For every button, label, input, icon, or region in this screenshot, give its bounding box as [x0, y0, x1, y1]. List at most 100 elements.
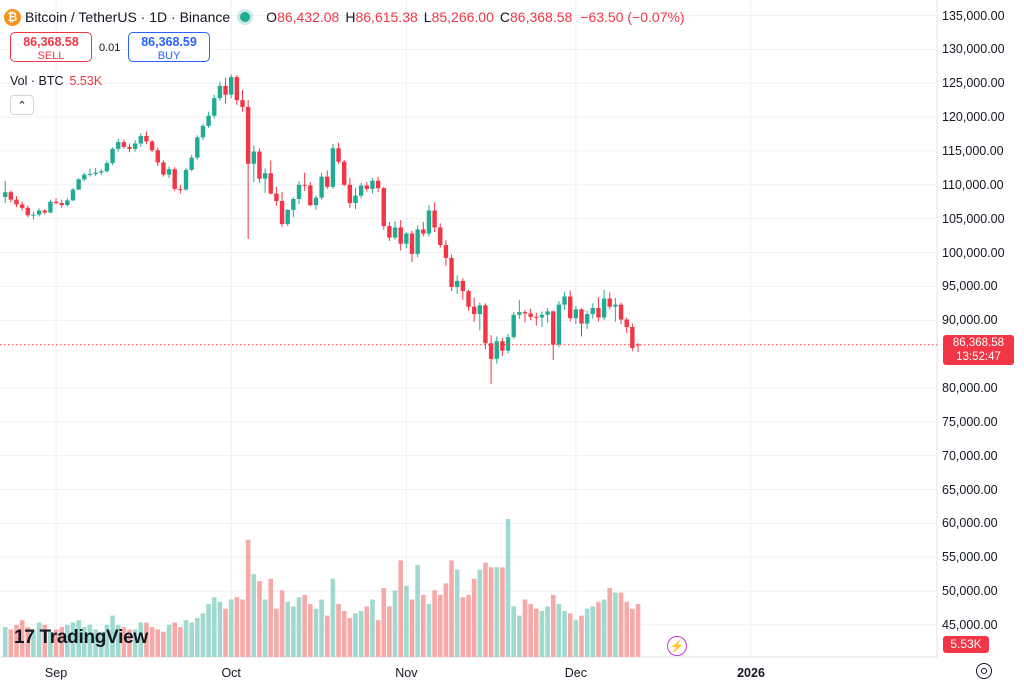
price-axis-label: 100,000.00: [942, 245, 1005, 260]
price-axis-label: 130,000.00: [942, 42, 1005, 57]
volume-bar: [189, 622, 194, 657]
candle-body: [358, 185, 364, 196]
candle-body: [568, 296, 573, 319]
volume-bar: [437, 594, 443, 657]
candle-body: [166, 169, 172, 175]
candle-body: [455, 280, 460, 288]
volume-bar: [567, 613, 573, 657]
price-axis-label: 55,000.00: [942, 550, 998, 565]
candle-body: [494, 341, 499, 359]
candlesticks[interactable]: [3, 74, 641, 384]
candle-body: [138, 136, 143, 144]
sell-button[interactable]: 86,368.58 SELL: [10, 32, 92, 62]
time-axis-label: Oct: [221, 666, 241, 680]
low-value: 85,266.00: [431, 9, 494, 25]
open-key: O: [266, 9, 278, 25]
candle-body: [375, 180, 381, 189]
volume-bar: [166, 624, 172, 657]
candle-body: [8, 192, 14, 200]
candle-body: [443, 245, 449, 258]
price-axis-label: 120,000.00: [942, 110, 1005, 125]
candle-body: [178, 188, 183, 190]
candle-body: [398, 227, 403, 244]
candle-body: [381, 188, 386, 227]
price-axis-label: 125,000.00: [942, 76, 1005, 91]
close-value: 86,368.58: [510, 9, 573, 25]
volume-bar: [466, 594, 471, 657]
candle-body: [76, 179, 81, 190]
candle-body: [613, 304, 618, 307]
candle-body: [279, 201, 285, 225]
candle-body: [460, 280, 466, 292]
candle-body: [308, 185, 313, 206]
candle-body: [624, 319, 629, 327]
settings-icon[interactable]: [976, 663, 992, 679]
chevron-up-icon: ⌃: [17, 99, 27, 112]
last-price-tag: 86,368.58 13:52:47: [943, 335, 1014, 365]
candle-body: [291, 199, 296, 210]
volume-bar: [70, 622, 76, 657]
volume-bar: [550, 594, 556, 657]
volume-bar: [522, 599, 528, 657]
volume-bar: [494, 567, 500, 657]
volume-bar: [409, 599, 415, 657]
volume-bar: [53, 629, 59, 657]
volume-bar: [381, 588, 387, 657]
volume-bar: [161, 631, 166, 657]
volume-bar: [296, 597, 302, 657]
candle-body: [488, 343, 494, 359]
candle-body: [545, 311, 550, 315]
lightning-icon[interactable]: ⚡: [667, 636, 687, 656]
volume-bar: [127, 629, 132, 657]
volume-bar: [500, 567, 505, 657]
market-status-icon[interactable]: [240, 12, 251, 22]
candle-body: [471, 306, 477, 315]
volume-bar: [211, 597, 217, 657]
symbol-title[interactable]: Bitcoin / TetherUS · 1D · Binance: [25, 9, 231, 25]
volume-bar: [539, 611, 545, 657]
volume-legend[interactable]: Vol · BTC 5.53K: [10, 74, 102, 88]
price-axis-label: 45,000.00: [942, 617, 998, 632]
candle-body: [573, 309, 579, 319]
open-value: 86,432.08: [277, 9, 340, 25]
volume-bar: [104, 624, 110, 657]
symbol-legend[interactable]: ₿ Bitcoin / TetherUS · 1D · Binance O 86,…: [4, 7, 685, 27]
volume-bar: [601, 599, 607, 657]
volume-bar: [421, 594, 426, 657]
volume-bar: [505, 519, 511, 657]
candle-body: [347, 184, 353, 204]
candle-body: [330, 148, 336, 187]
candle-body: [3, 192, 8, 197]
volume-bar: [443, 583, 449, 657]
candle-body: [584, 314, 590, 324]
last-price-value: 86,368.58: [952, 337, 1005, 349]
price-axis-label: 135,000.00: [942, 8, 1005, 23]
volume-bar: [172, 622, 177, 657]
volume-bar: [268, 578, 274, 657]
volume-bar: [364, 606, 370, 657]
volume-bar: [449, 560, 454, 657]
volume-bar: [195, 617, 200, 657]
time-axis-label: Nov: [395, 666, 418, 680]
volume-bar: [206, 604, 211, 657]
volume-bar: [324, 615, 330, 657]
candle-body: [25, 207, 30, 216]
candle-body: [336, 148, 341, 162]
candle-body: [477, 305, 482, 315]
candle-body: [618, 304, 624, 320]
collapse-legend-button[interactable]: ⌃: [10, 95, 34, 115]
price-axis-label: 60,000.00: [942, 516, 998, 531]
candle-body: [325, 176, 330, 187]
volume-bar: [110, 615, 115, 657]
volume-bar: [19, 620, 25, 657]
candle-body: [132, 143, 138, 149]
volume-bar: [144, 622, 149, 657]
tradingview-logo[interactable]: 17 TradingView: [14, 627, 148, 649]
buy-button[interactable]: 86,368.59 BUY: [128, 32, 210, 62]
volume-bar: [274, 608, 279, 657]
volume-bar: [375, 620, 381, 657]
buy-price: 86,368.59: [141, 35, 197, 49]
price-axis-label: 105,000.00: [942, 211, 1005, 226]
price-axis-label: 75,000.00: [942, 414, 998, 429]
